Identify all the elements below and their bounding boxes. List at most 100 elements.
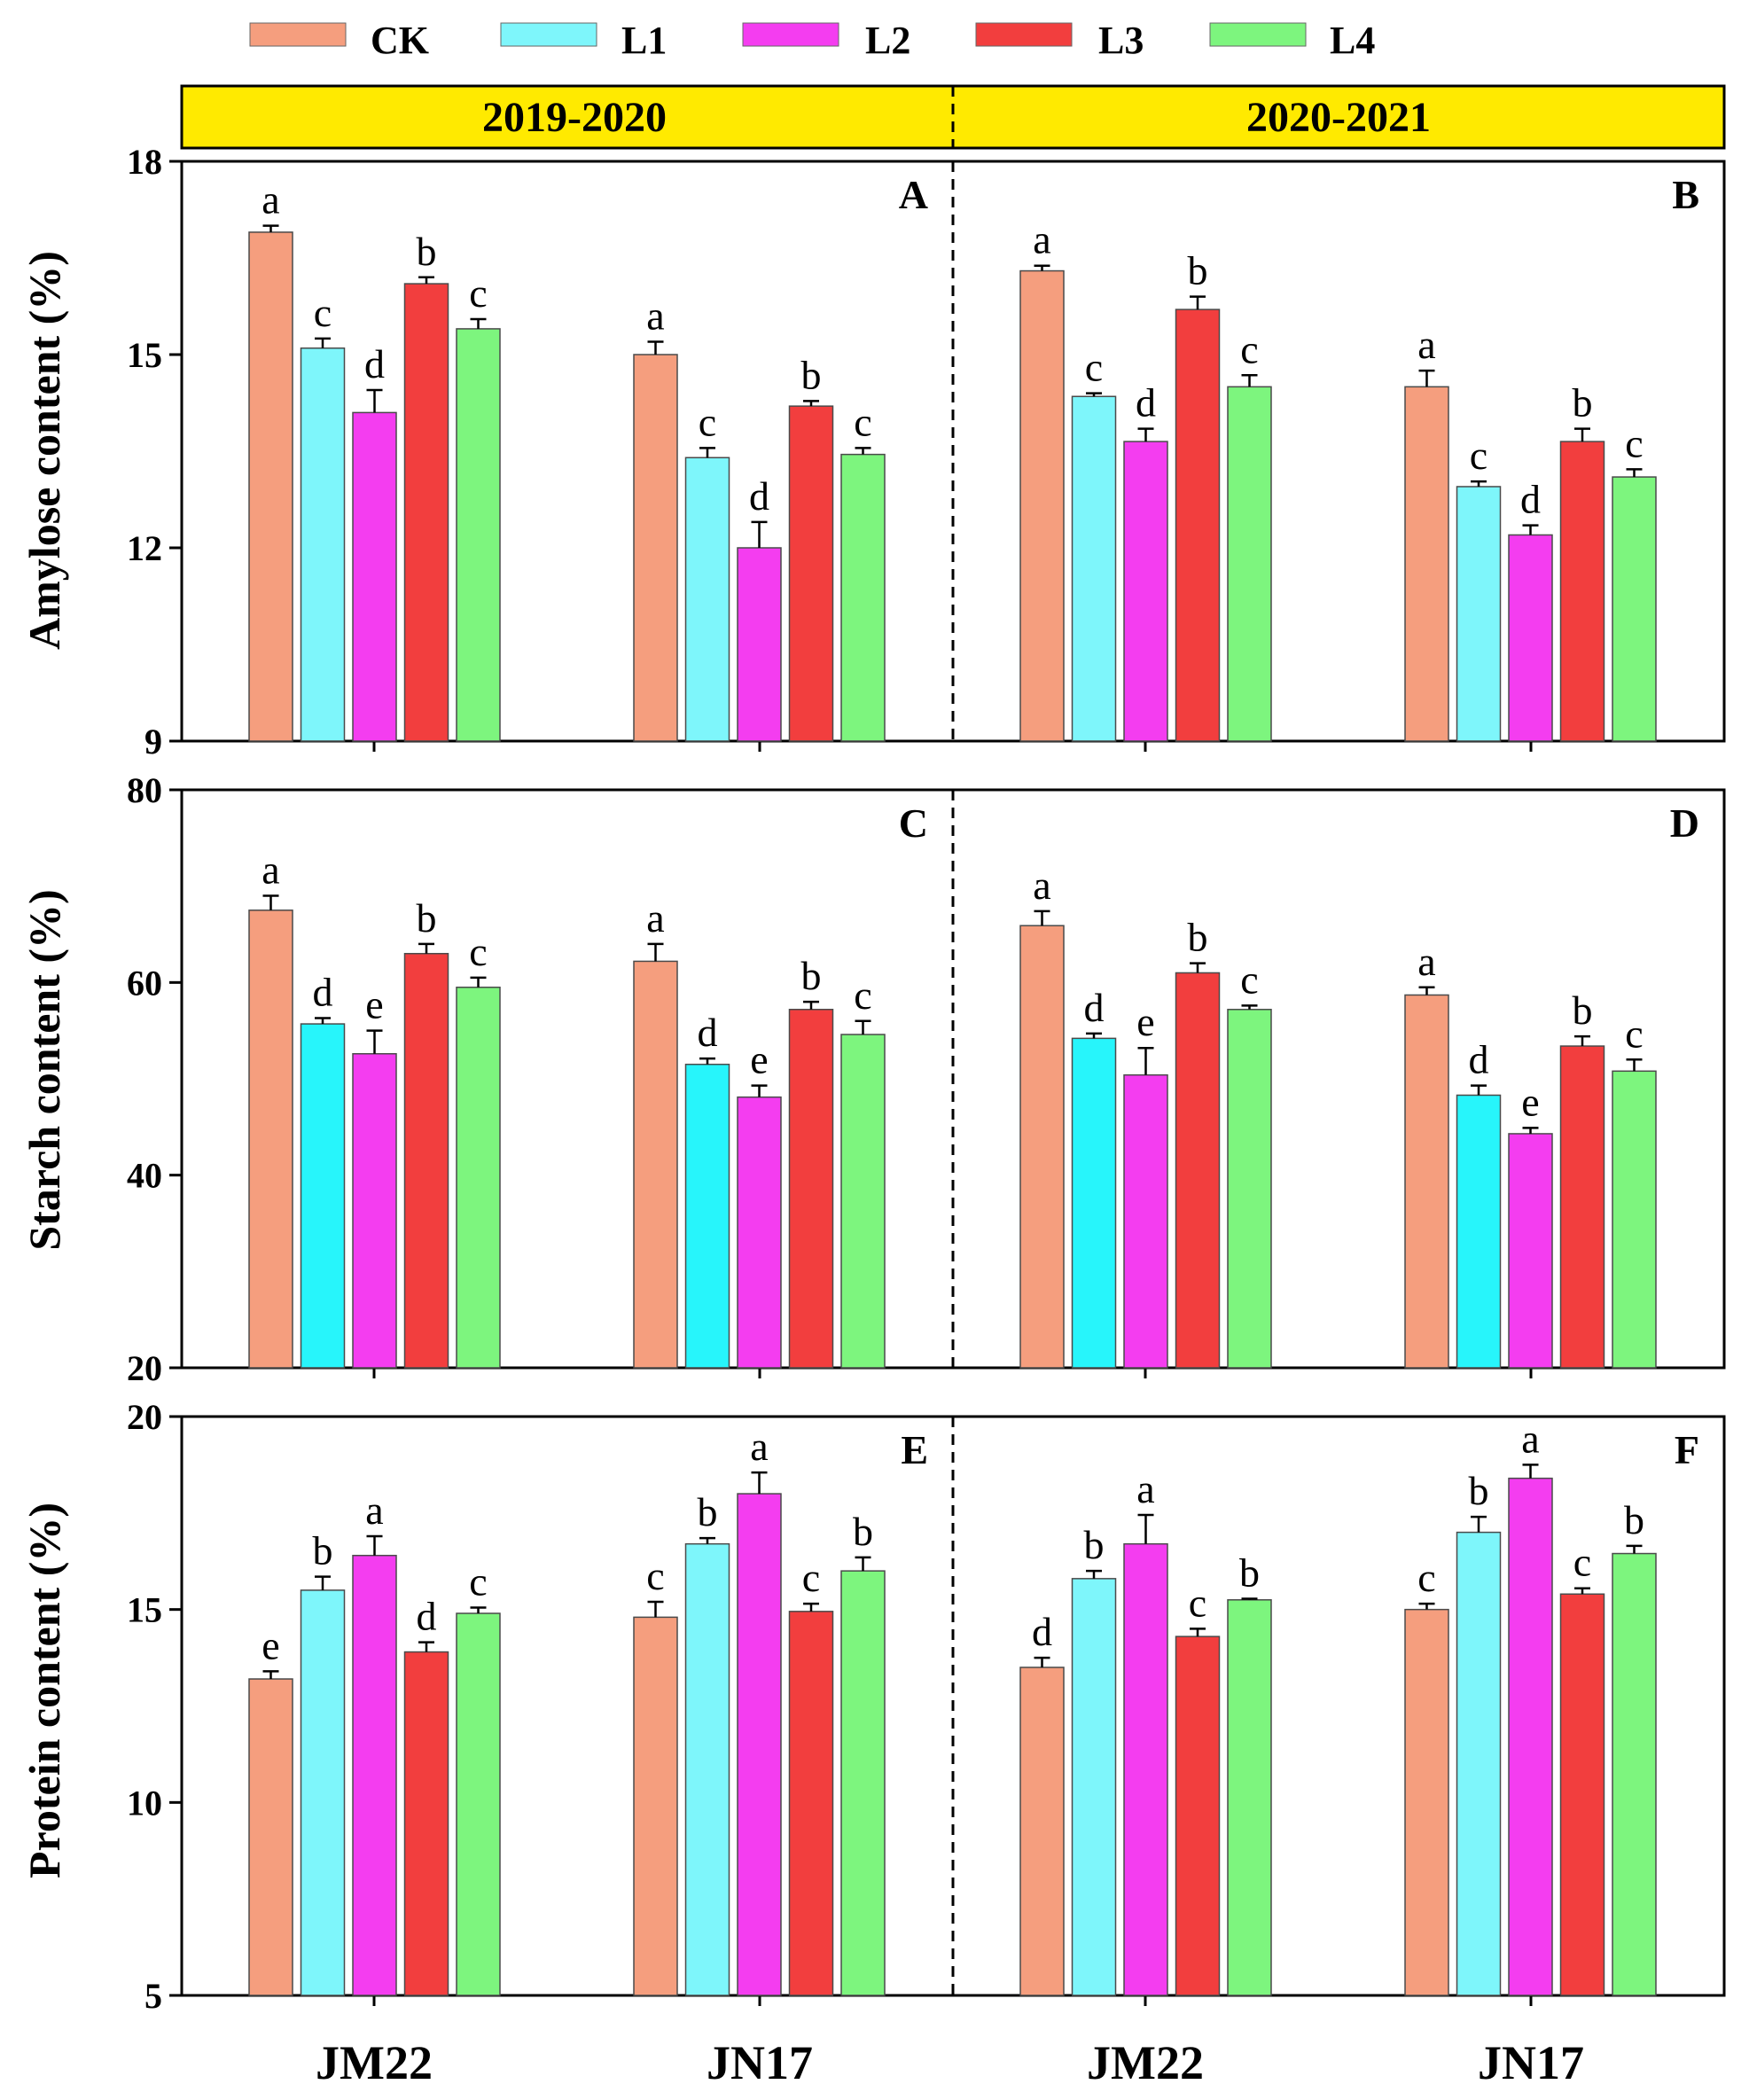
significance-label: c: [699, 399, 716, 444]
bar-l1-jm22: [1071, 1037, 1117, 1369]
bar-l2-jn17: [1508, 1477, 1553, 1996]
significance-label: a: [262, 177, 279, 222]
significance-label: b: [313, 1528, 333, 1573]
significance-label: c: [1417, 1555, 1435, 1600]
bar-l1-jn17: [1456, 486, 1502, 742]
y-tick-label: 15: [127, 335, 162, 375]
bar-l4-jn17: [840, 1034, 886, 1369]
bar-ck-jn17: [1404, 994, 1449, 1369]
legend-label-l2: L2: [865, 19, 910, 62]
bar-l3-jm22: [403, 952, 449, 1369]
significance-label: e: [1521, 1079, 1539, 1124]
bar-l3-jn17: [1559, 1593, 1605, 1996]
significance-label: d: [749, 473, 769, 519]
x-category-jm22-left: JM22: [316, 2036, 433, 2089]
bar-l2-jn17: [1508, 534, 1553, 742]
legend-item-ck: CK: [249, 19, 429, 62]
bar-l3-jm22: [1175, 1636, 1221, 1996]
significance-label: a: [1417, 322, 1435, 367]
bar-ck-jm22: [248, 231, 293, 742]
legend-swatch-l4: [1209, 22, 1307, 47]
significance-label: b: [417, 895, 437, 941]
bar-l1-jm22: [1071, 1578, 1117, 1996]
panel-letter: F: [1675, 1427, 1699, 1472]
bar-l3-jn17: [788, 1611, 834, 1996]
significance-label: a: [1033, 863, 1050, 908]
y-axis-label-protein: Protein content (%): [20, 1503, 69, 1878]
legend-item-l1: L1: [500, 19, 667, 62]
y-tick-label: 9: [144, 722, 162, 761]
bar-l2-jn17: [737, 1096, 782, 1369]
significance-label: b: [1573, 988, 1593, 1033]
significance-label: c: [1189, 1580, 1206, 1625]
y-tick-label: 10: [127, 1783, 162, 1823]
bar-l2-jn17: [1508, 1133, 1553, 1369]
bar-ck-jn17: [1404, 386, 1449, 742]
significance-label: b: [1239, 1550, 1260, 1595]
legend: CK L1 L2 L3 L4: [249, 19, 1375, 62]
season-label-2019-2020: 2019-2020: [482, 94, 667, 141]
significance-label: a: [365, 1487, 383, 1533]
bar-l2-jm22: [352, 1554, 397, 1996]
significance-label: b: [801, 953, 822, 998]
bar-l1-jn17: [1456, 1094, 1502, 1369]
significance-label: c: [854, 399, 871, 444]
significance-label: a: [646, 293, 664, 338]
bar-ck-jm22: [1019, 1667, 1065, 1996]
significance-label: d: [313, 970, 333, 1015]
significance-label: c: [1085, 345, 1103, 390]
significance-label: b: [853, 1509, 873, 1554]
significance-label: b: [1469, 1468, 1489, 1513]
significance-label: c: [314, 290, 332, 335]
bar-l1-jm22: [300, 347, 346, 742]
significance-label: a: [646, 895, 664, 941]
bar-l4-jn17: [1612, 1070, 1657, 1369]
bar-l1-jn17: [684, 1063, 730, 1369]
bar-l4-jm22: [1227, 386, 1272, 742]
panel-letter: C: [899, 800, 928, 846]
significance-label: c: [1625, 1011, 1643, 1056]
significance-label: b: [1188, 248, 1208, 293]
significance-label: e: [262, 1622, 279, 1667]
bar-l1-jn17: [684, 1542, 730, 1996]
bar-l4-jm22: [456, 328, 501, 742]
significance-label: d: [1084, 985, 1105, 1030]
y-tick-label: 80: [127, 770, 162, 810]
legend-item-l2: L2: [742, 19, 910, 62]
significance-label: e: [1136, 999, 1154, 1044]
y-tick-label: 12: [127, 528, 162, 568]
bar-l3-jm22: [403, 1651, 449, 1996]
bar-l3-jm22: [1175, 308, 1221, 742]
x-category-jm22-right: JM22: [1087, 2036, 1204, 2089]
bar-l4-jm22: [1227, 1599, 1272, 1996]
bar-l2-jm22: [1123, 1542, 1168, 1996]
significance-label: c: [646, 1553, 664, 1598]
y-tick-label: 20: [127, 1348, 162, 1388]
significance-label: d: [1136, 380, 1156, 425]
bar-l4-jn17: [840, 453, 886, 742]
legend-item-l4: L4: [1209, 19, 1375, 62]
bar-l3-jn17: [1559, 1045, 1605, 1369]
bar-l4-jm22: [456, 987, 501, 1369]
significance-label: a: [1033, 217, 1050, 262]
bar-ck-jm22: [1019, 925, 1065, 1369]
bar-ck-jm22: [248, 909, 293, 1369]
legend-label-ck: CK: [371, 19, 429, 62]
significance-label: c: [1625, 420, 1643, 465]
significance-label: c: [1240, 956, 1258, 1002]
significance-label: d: [698, 1010, 718, 1055]
bar-l4-jn17: [1612, 1552, 1657, 1996]
significance-label: b: [801, 352, 822, 397]
significance-label: e: [750, 1037, 768, 1082]
bar-ck-jn17: [633, 354, 678, 742]
significance-label: d: [364, 341, 385, 386]
significance-label: e: [365, 982, 383, 1027]
